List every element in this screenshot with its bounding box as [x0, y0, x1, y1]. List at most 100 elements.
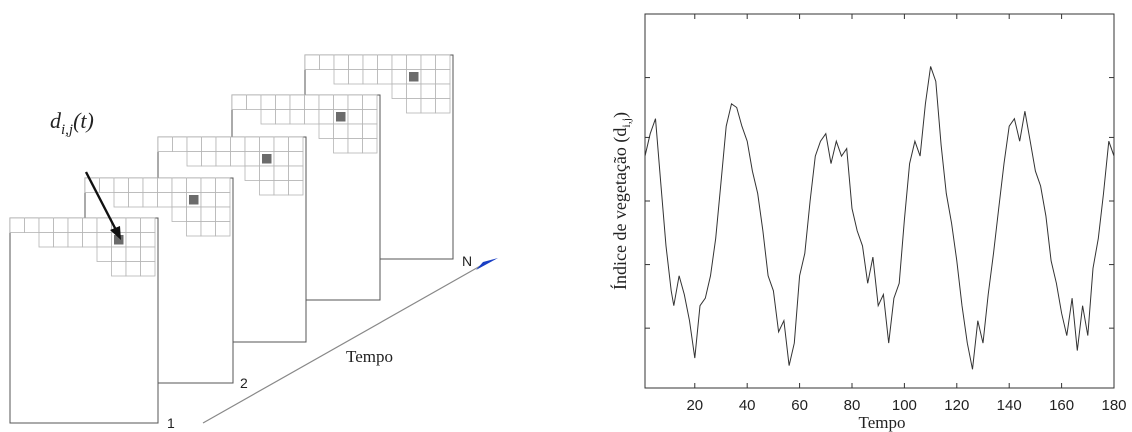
grid-cell: [171, 177, 187, 193]
grid-cell: [362, 54, 378, 70]
grid-cell: [435, 83, 451, 99]
grid-cell: [244, 165, 260, 181]
grid-cell: [288, 180, 304, 196]
grid-cell: [171, 192, 187, 208]
grid-cell: [9, 217, 25, 233]
grid-cell: [142, 177, 158, 193]
grid-cell: [200, 206, 216, 222]
grid-cell: [200, 221, 216, 237]
grid-cell: [215, 177, 231, 193]
grid-cell: [113, 177, 129, 193]
grid-cell: [420, 98, 436, 114]
grid-cell: [200, 192, 216, 208]
grid-cell: [186, 221, 202, 237]
grid-cell: [333, 54, 349, 70]
pixel-pointer-arrowhead: [110, 226, 121, 240]
grid-cell: [200, 177, 216, 193]
pixel-pointer-arrow: [84, 171, 118, 231]
grid-cell: [246, 94, 262, 110]
grid-cell: [230, 151, 246, 167]
x-tick-label: 80: [844, 397, 861, 414]
grid-cell: [186, 206, 202, 222]
x-tick-label: 100: [892, 397, 917, 414]
x-tick-label: 40: [739, 397, 756, 414]
grid-cell: [362, 69, 378, 85]
grid-cell: [318, 94, 334, 110]
vegetation-index-chart: 20 40 60 80 100 120 140 160 180 Tempo Índice de …: [609, 13, 1127, 432]
grid-cell: [53, 217, 69, 233]
grid-cell: [125, 261, 141, 277]
x-tick-label: 180: [1101, 397, 1126, 414]
image-frame: [84, 177, 234, 384]
grid-cell: [347, 123, 363, 139]
grid-cell: [275, 109, 291, 125]
frame-label-last: N: [462, 253, 472, 269]
grid-cell: [96, 232, 112, 248]
grid-cell: [125, 246, 141, 262]
grid-cell: [186, 177, 202, 193]
grid-cell: [391, 69, 407, 85]
grid-cell: [260, 94, 276, 110]
grid-cell: [406, 83, 422, 99]
grid-cell: [289, 94, 305, 110]
grid-cell: [288, 151, 304, 167]
grid-cell: [362, 138, 378, 154]
grid-cell: [113, 192, 129, 208]
grid-cell: [348, 69, 364, 85]
x-tick-label: 140: [997, 397, 1022, 414]
grid-cell: [82, 232, 98, 248]
grid-cell: [67, 232, 83, 248]
grid-cell: [273, 136, 289, 152]
frame-label-first: 1: [167, 415, 175, 431]
grid-cell: [260, 109, 276, 125]
grid-cell: [289, 109, 305, 125]
grid-cell: [140, 246, 156, 262]
grid-cell: [288, 136, 304, 152]
time-axis-line: [202, 264, 483, 424]
grid-cell: [215, 136, 231, 152]
grid-cell: [142, 192, 158, 208]
x-tick-label: 160: [1049, 397, 1074, 414]
grid-cell: [157, 136, 173, 152]
grid-cell: [377, 69, 393, 85]
time-axis-label: Tempo: [346, 347, 393, 366]
grid-cell: [304, 94, 320, 110]
grid-cell: [420, 69, 436, 85]
grid-cell: [244, 151, 260, 167]
grid-cell: [435, 54, 451, 70]
grid-cell: [99, 177, 115, 193]
grid-cell: [333, 138, 349, 154]
highlighted-pixel: [262, 154, 272, 164]
image-stack-diagram: di,j(t) Tempo 1 2 N: [9, 54, 498, 431]
grid-cell: [362, 123, 378, 139]
grid-cell: [186, 136, 202, 152]
grid-cell: [67, 217, 83, 233]
grid-cell: [377, 54, 393, 70]
grid-cell: [259, 165, 275, 181]
grid-cell: [362, 109, 378, 125]
grid-cell: [406, 98, 422, 114]
grid-cell: [362, 94, 378, 110]
grid-cell: [82, 217, 98, 233]
grid-cell: [230, 136, 246, 152]
grid-cell: [140, 232, 156, 248]
grid-cell: [347, 109, 363, 125]
grid-cell: [171, 206, 187, 222]
x-tick-label: 60: [791, 397, 808, 414]
grid-cell: [215, 221, 231, 237]
grid-cell: [53, 232, 69, 248]
grid-cell: [201, 136, 217, 152]
grid-cell: [259, 136, 275, 152]
grid-cell: [288, 165, 304, 181]
grid-cell: [333, 123, 349, 139]
grid-cell: [318, 109, 334, 125]
x-axis-ticks: 20 40 60 80 100 120 140 160 180: [686, 14, 1127, 414]
grid-cell: [128, 192, 144, 208]
grid-cell: [140, 261, 156, 277]
grid-cell: [435, 98, 451, 114]
grid-cell: [391, 83, 407, 99]
highlighted-pixel: [409, 72, 419, 82]
grid-cell: [128, 177, 144, 193]
highlighted-pixel: [189, 195, 199, 205]
grid-cell: [186, 151, 202, 167]
